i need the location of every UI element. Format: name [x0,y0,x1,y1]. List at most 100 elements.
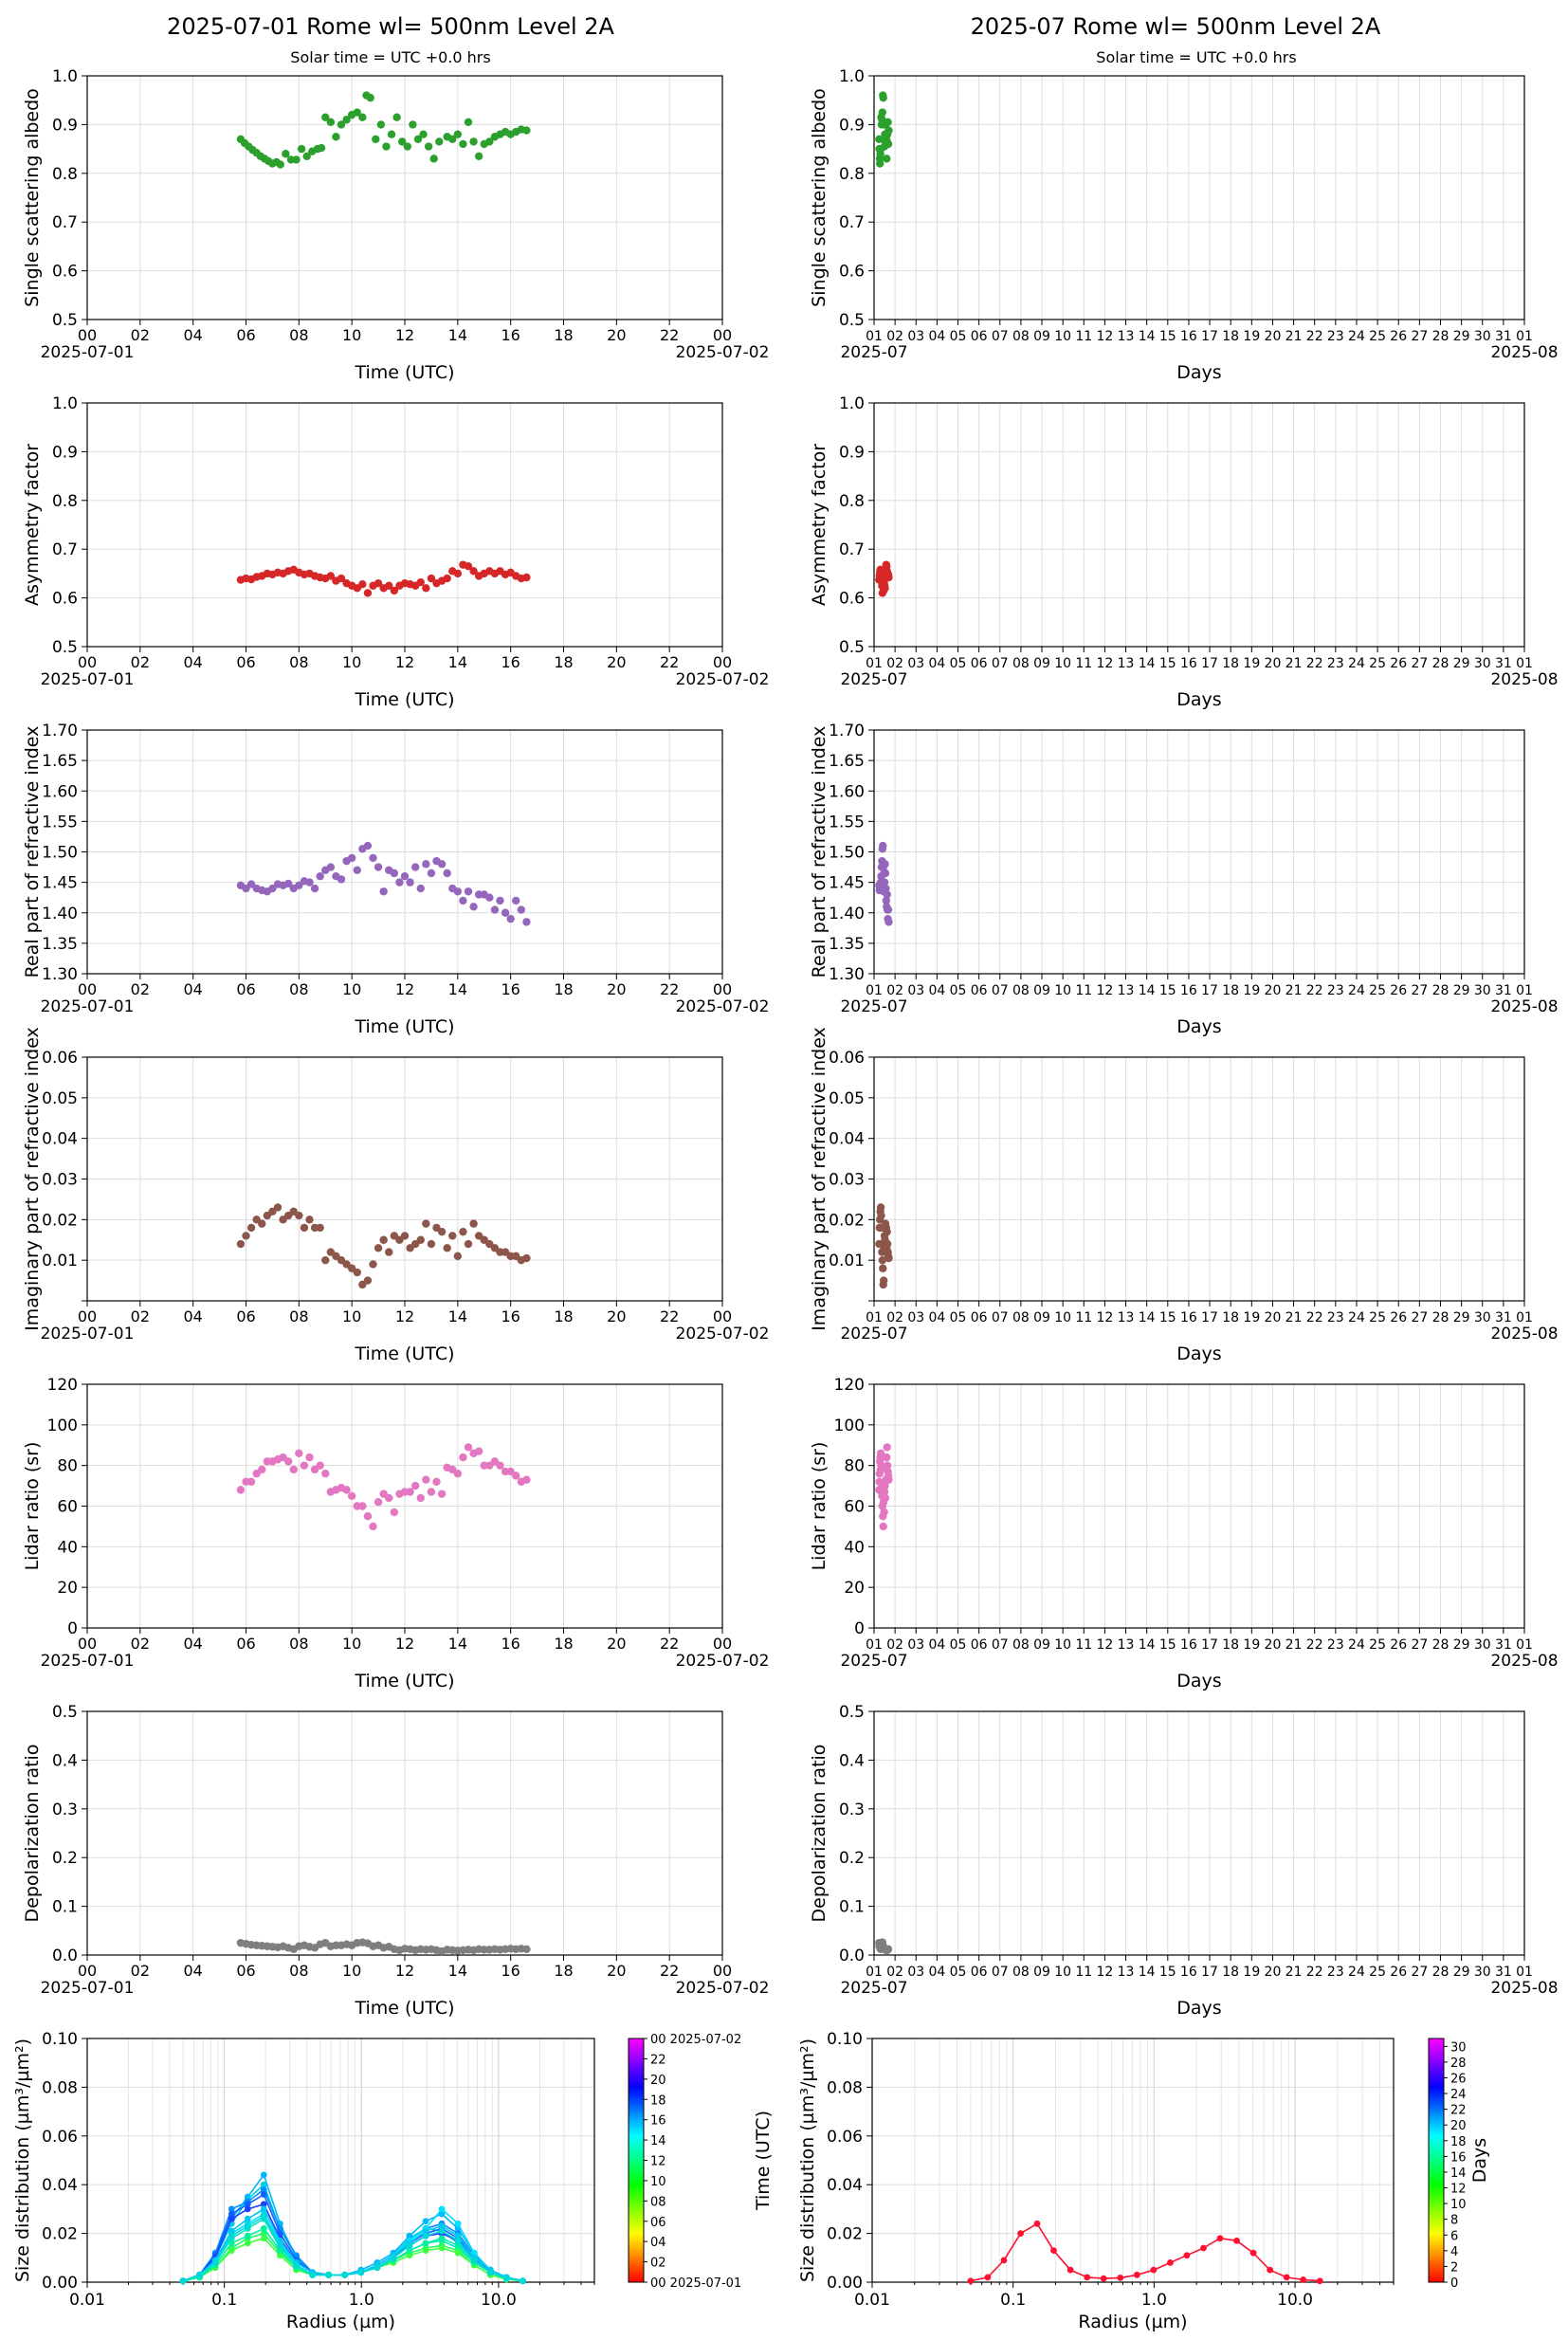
data-point [878,108,887,117]
x-tick-label: 16 [501,1307,520,1325]
data-point [374,2264,381,2271]
data-point [416,884,425,893]
x-tick-label: 06 [971,329,988,344]
x-axis-label: Radius (µm) [286,2312,395,2332]
x-tick-label: 25 [1369,329,1386,344]
x-tick-label: 06 [236,1635,255,1653]
x-tick-label: 04 [928,656,945,671]
colorbar-segment [629,2086,644,2112]
x-tick-label: 26 [1390,329,1407,344]
data-point [883,1443,891,1452]
x-tick-label: 24 [1348,1637,1365,1653]
chart-rri-daily: 00 02 04 06 08 10 12 14 16 18 20 22 001.301.351.401.… [22,722,769,1037]
x-tick-label: 27 [1411,1310,1428,1325]
x-end-label: 2025-08 [1490,1979,1558,1998]
x-tick-label: 10 [342,1307,361,1325]
x-start-label: 2025-07-01 [41,343,135,362]
data-point [502,2275,510,2282]
axes-frame [873,729,1525,975]
colorbar-tick-label: 10 [650,2175,666,2189]
axes-frame [873,1056,1525,1302]
x-tick-label: 10 [342,1962,361,1980]
data-point [309,2271,316,2278]
axes-frame [871,2038,1395,2283]
y-tick-label: 0.02 [827,2225,863,2244]
data-point [879,841,887,850]
data-point [385,1248,393,1256]
data-point [881,868,890,878]
x-tick-label: 12 [1097,656,1114,671]
y-axis-label: Single scattering albedo [22,88,43,307]
data-point [501,908,510,917]
data-point [236,1486,246,1494]
y-tick-label: 20 [844,1579,865,1598]
y-tick-label: 40 [57,1538,78,1557]
data-point [372,135,380,144]
x-tick-label: 16 [1180,656,1197,671]
y-tick-label: 1.0 [52,67,78,86]
chart-depol-daily: 00 02 04 06 08 10 12 14 16 18 20 22 000.00.10.20.30.… [22,1703,769,2019]
x-axis-label: Days [1176,1998,1221,2019]
x-tick-label: 10 [342,980,361,998]
colorbar-tick-label: 04 [650,2236,666,2250]
x-tick-label: 09 [1033,656,1050,671]
y-tick-label: 0.0 [839,1947,865,1965]
colorbar-segment [1429,2111,1444,2137]
y-tick-label: 0.9 [52,443,78,462]
x-axis-label: Time (UTC) [354,362,454,383]
y-axis-label: Real part of refractive index [22,726,43,978]
x-tick-label: 09 [1033,1310,1050,1325]
data-point [880,1488,889,1496]
data-point [464,887,473,896]
data-point [325,2271,333,2278]
x-tick-label: 13 [1118,1310,1135,1325]
x-tick-label: 18 [554,980,573,998]
x-tick-label: 18 [1222,1965,1239,1980]
chart-rri-monthly: 01 02 03 04 05 06 07 08 09 10 11 12 13 14 15 16 17 18 19 20… [809,722,1559,1037]
data-point [443,1244,451,1252]
data-point [374,578,383,588]
x-tick-label: 25 [1369,1965,1386,1980]
colorbar-tick-label: 02 [650,2257,666,2271]
data-point [485,893,494,902]
data-point [353,108,361,117]
y-tick-label: 120 [834,1376,865,1395]
x-tick-label: 12 [1097,329,1114,344]
x-end-label: 2025-07-02 [676,1979,770,1998]
x-tick-label: 13 [1118,329,1135,344]
colorbar-segment [629,2160,644,2185]
data-point [1300,2276,1307,2283]
data-point [358,580,367,589]
x-tick-label: 12 [1097,983,1114,998]
data-point [486,2269,494,2276]
x-tick-label: 00 [713,1307,732,1325]
data-point [390,1508,399,1517]
x-tick-label: 18 [554,326,573,344]
chart-iri-daily: 00 02 04 06 08 10 12 14 16 18 20 22 00 0.01 0.02 0.03 0.… [22,1027,769,1364]
x-tick-label: 10 [1054,1637,1071,1653]
data-point [522,1253,531,1263]
colorbar-segment [629,2208,644,2235]
x-tick-label: 24 [1348,1310,1365,1325]
colorbar-tick-label: 00 2025-07-02 [650,2033,741,2047]
x-end-label: 2025-07-02 [676,670,770,689]
y-tick-label: 1.0 [839,394,865,413]
x-tick-label: 15 [1159,329,1176,344]
data-point [406,2232,413,2239]
x-tick-label: 11 [1075,1310,1092,1325]
data-point [260,2171,267,2179]
x-tick-label: 06 [971,1965,988,1980]
colorbar-tick-label: 00 2025-07-01 [650,2276,741,2291]
data-point [300,1461,309,1470]
y-tick-label: 0.7 [839,213,865,232]
data-point [385,581,393,590]
x-tick-label: 02 [131,326,150,344]
x-tick-label: 10 [1054,329,1071,344]
data-point [884,1475,893,1484]
x-tick-label: 08 [1012,1310,1030,1325]
y-tick-label: 0.5 [52,638,78,657]
x-tick-label: 18 [1222,983,1239,998]
data-point [244,2222,251,2230]
x-tick-label: 19 [1243,1310,1260,1325]
data-point [884,118,892,127]
